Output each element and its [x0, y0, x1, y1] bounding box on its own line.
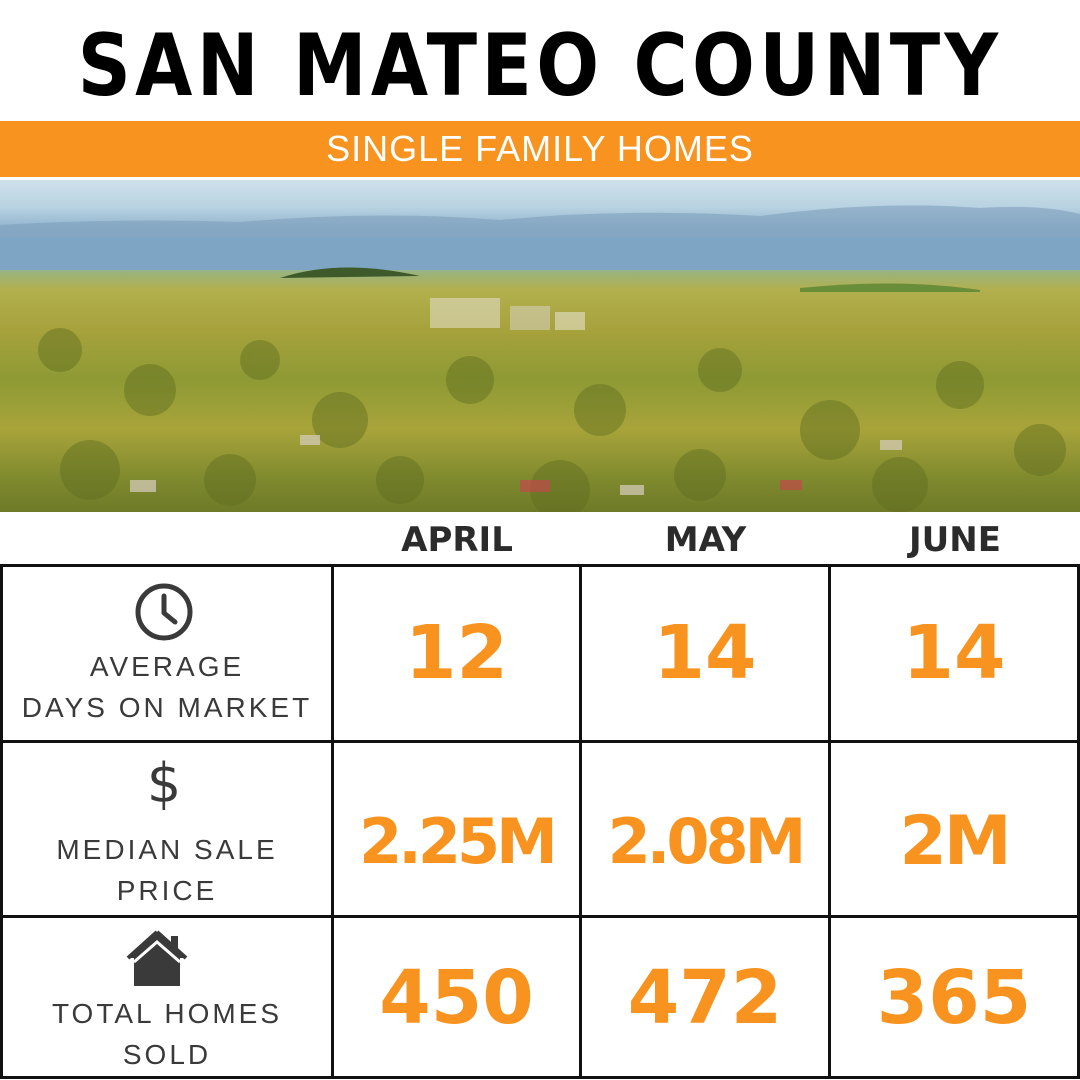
grid-line-row2: [0, 915, 1080, 918]
subtitle-banner: SINGLE FAMILY HOMES: [0, 121, 1080, 177]
dollar-icon: $: [146, 752, 182, 815]
column-header-april: APRIL: [401, 520, 513, 560]
row-label-line1: MEDIAN SALE: [56, 834, 278, 865]
row-label-line1: TOTAL HOMES: [51, 998, 283, 1029]
grid-line-bottom: [0, 1076, 1080, 1079]
page-title: SAN MATEO COUNTY: [77, 16, 1003, 116]
cityscape-photo: [0, 180, 1080, 512]
row-label-median-sale-price: MEDIAN SALE PRICE: [3, 829, 331, 911]
clock-icon: [135, 583, 193, 641]
value-days-april: 12: [405, 610, 508, 696]
row-label-line2: SOLD: [122, 1039, 212, 1070]
grid-line-col3: [828, 564, 831, 1079]
row-label-line2: PRICE: [116, 875, 218, 906]
column-header-may: MAY: [664, 520, 747, 560]
grid-line-row1: [0, 740, 1080, 743]
value-price-june: 2M: [899, 802, 1012, 881]
value-sold-april: 450: [379, 955, 534, 1041]
row-label-total-homes-sold: TOTAL HOMES SOLD: [3, 993, 331, 1075]
value-price-april: 2.25M: [359, 805, 558, 878]
row-label-line1: AVERAGE: [89, 651, 245, 682]
house-icon: [126, 930, 188, 986]
grid-line-col1: [331, 564, 334, 1079]
row-label-line2: DAYS ON MARKET: [21, 692, 313, 723]
value-sold-june: 365: [876, 955, 1032, 1041]
value-days-june: 14: [902, 610, 1006, 696]
grid-line-top: [0, 564, 1080, 567]
value-days-may: 14: [653, 610, 757, 696]
column-headers: APRIL MAY JUNE: [0, 516, 1080, 564]
grid-line-left: [0, 564, 3, 1079]
column-header-june: JUNE: [909, 520, 1001, 560]
grid-line-right: [1077, 564, 1080, 1079]
value-sold-may: 472: [627, 955, 783, 1041]
value-price-may: 2.08M: [607, 805, 807, 878]
row-label-days-on-market: AVERAGE DAYS ON MARKET: [3, 646, 331, 728]
grid-line-col2: [579, 564, 582, 1079]
